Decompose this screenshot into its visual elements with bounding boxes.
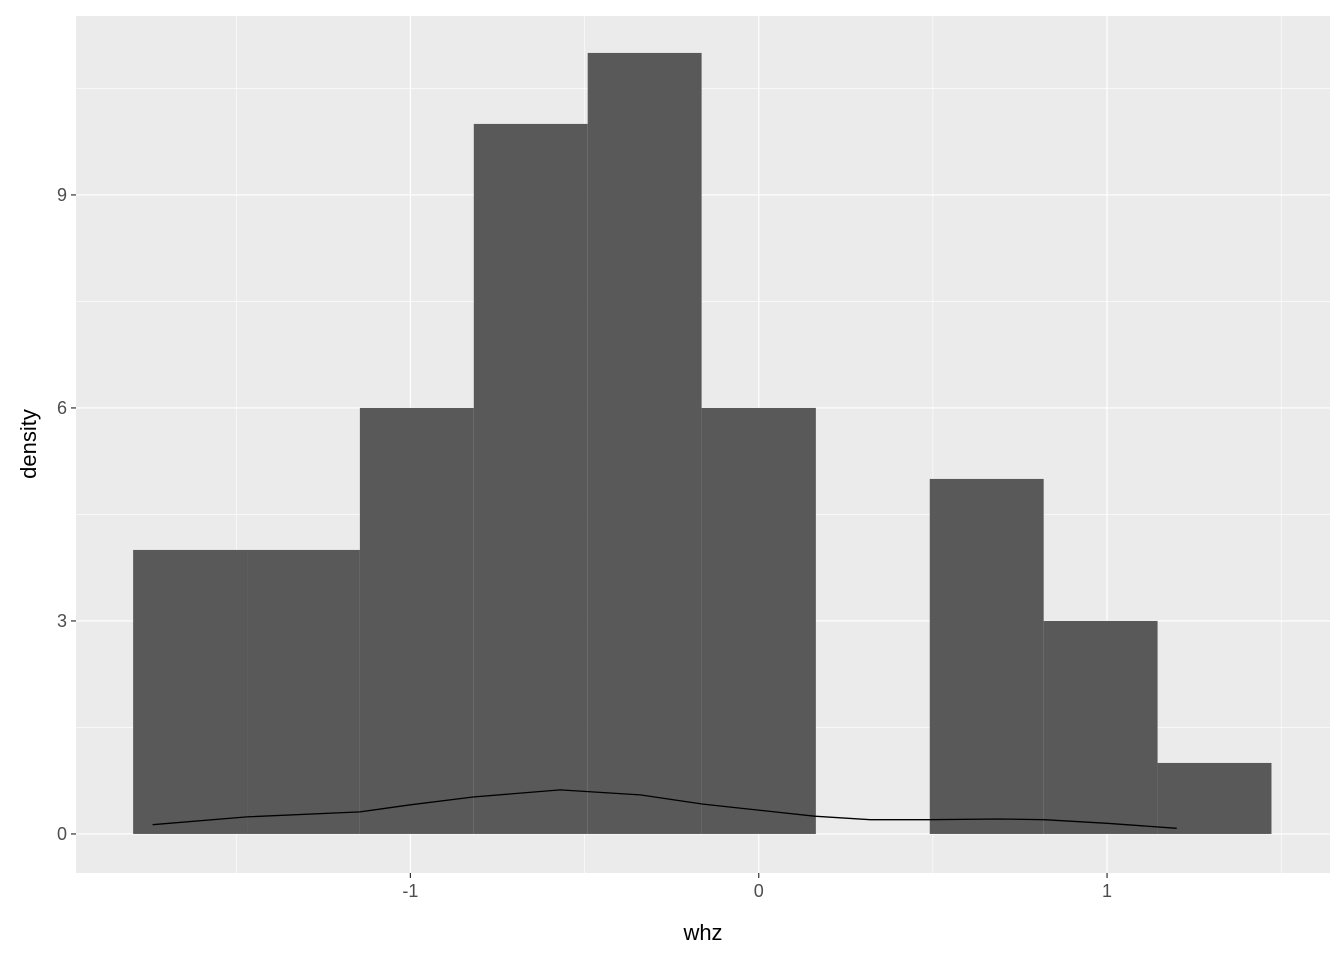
histogram-bar (1043, 620, 1158, 834)
y-tick-label: 9 (57, 185, 67, 205)
histogram-bar (1157, 762, 1272, 834)
axes: -1 0 1 0 3 6 9 (57, 185, 1112, 901)
y-tick-label: 6 (57, 398, 67, 418)
bars (133, 52, 1272, 834)
histogram-bar (473, 123, 588, 834)
y-axis-label: density (16, 409, 41, 479)
density-line (152, 789, 1177, 829)
histogram-bar (359, 407, 474, 834)
histogram-bar (587, 52, 702, 834)
histogram-bar (701, 407, 816, 834)
histogram-bar (133, 549, 248, 834)
y-tick-label: 0 (57, 824, 67, 844)
y-tick-label: 3 (57, 611, 67, 631)
histogram-bar (929, 478, 1044, 834)
histogram-bar (247, 549, 360, 834)
x-tick-label: 1 (1102, 881, 1112, 901)
x-axis-label: whz (682, 920, 722, 945)
x-tick-label: 0 (754, 881, 764, 901)
x-tick-label: -1 (402, 881, 418, 901)
